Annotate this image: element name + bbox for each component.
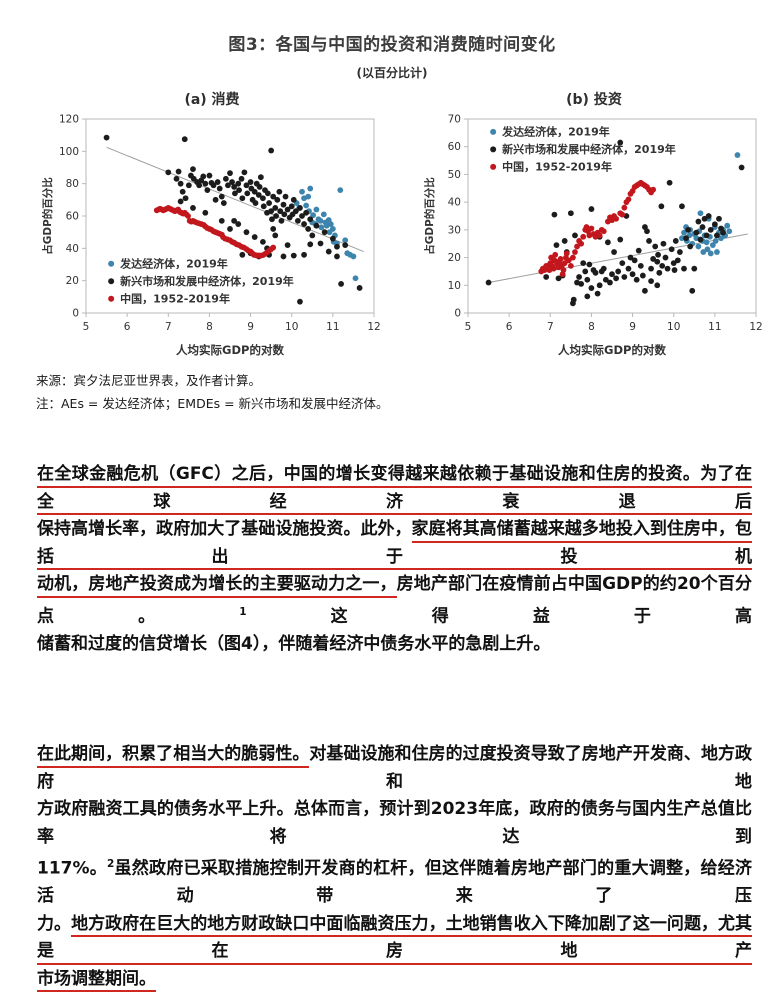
svg-text:30: 30 <box>448 224 461 236</box>
figure-block: 图3：各国与中国的投资和消费随时间变化 (以百分比计) (a) 消费 (b) 投… <box>0 0 784 415</box>
svg-text:9: 9 <box>247 321 254 333</box>
plot-frame <box>467 118 757 314</box>
svg-text:7: 7 <box>547 321 554 333</box>
svg-text:10: 10 <box>285 321 298 333</box>
svg-text:5: 5 <box>83 321 90 333</box>
svg-text:0: 0 <box>454 308 461 320</box>
investment-scatter-chart: 5 6 7 8 9 10 11 12 0 10 20 30 40 50 60 70 人均实际GDP的对数 占GDP… <box>422 111 766 359</box>
series-points <box>485 139 745 307</box>
y-axis-label: 占GDP的百分比 <box>423 177 436 255</box>
svg-text:10: 10 <box>667 321 680 333</box>
text-line: 动机，房地产投资成为增长的主要驱动力之一，房地产部门在疫情前占中国GDP的约20… <box>37 571 752 631</box>
text-segment: 117%。 <box>37 858 107 879</box>
svg-text:50: 50 <box>448 169 461 181</box>
paragraph-2: 在此期间，积累了相当大的脆弱性。对基础设施和住房的过度投资导致了房地产开发商、地… <box>37 741 753 993</box>
svg-text:12: 12 <box>749 321 762 333</box>
legend: 发达经济体，2019年新兴市场和发展中经济体，2019年中国，1952-2019… <box>108 256 294 305</box>
panel-titles-row: (a) 消费 (b) 投资 <box>0 89 784 109</box>
svg-text:7: 7 <box>165 321 172 333</box>
svg-text:60: 60 <box>448 141 461 153</box>
x-axis-label: 人均实际GDP的对数 <box>558 343 666 357</box>
text-line: 保持高增长率，政府加大了基础设施投资。此外，家庭将其高储蓄越来越多地投入到住房中… <box>37 516 753 571</box>
panel-a-title: (a) 消费 <box>184 92 240 108</box>
underlined-text: 地方政府在巨大的地方财政缺口中面临融资压力，土地销售收入下降加剧了这一问题，尤其… <box>37 913 753 965</box>
svg-text:11: 11 <box>326 321 339 333</box>
text-line: 市场调整期间。 <box>37 966 752 993</box>
underlined-text: 在全球金融危机（GFC）之后，中国的增长变得越来越依赖于基础设施和住房的投资。为… <box>37 464 752 515</box>
text-line: 117%。2虽然政府已采取措施控制开发商的杠杆，但这伴随着房地产部门的重大调整，… <box>37 851 752 911</box>
text-segment: 房地产部门在疫情前占中国GDP的约20个百分点。 <box>37 574 752 627</box>
legend-label: 中国，1952-2019年 <box>120 291 230 305</box>
scatter-plot-b: 5 6 7 8 9 10 11 12 0 10 20 30 40 50 60 70 人均实际GDP的对数 占GDP… <box>423 114 763 358</box>
svg-text:9: 9 <box>629 321 636 333</box>
text-line: 储蓄和过度的信贷增长（图4），伴随着经济中债务水平的急剧上升。 <box>37 631 752 659</box>
series-points <box>679 152 741 257</box>
legend-label: 中国，1952-2019年 <box>502 159 612 173</box>
svg-text:40: 40 <box>448 197 461 209</box>
svg-text:6: 6 <box>124 321 131 333</box>
legend-label: 新兴市场和发展中经济体，2019年 <box>120 274 294 288</box>
svg-text:20: 20 <box>66 275 79 287</box>
underlined-text: 市场调整期间。 <box>37 968 156 993</box>
text-segment: 这得益于高 <box>246 606 753 627</box>
svg-text:10: 10 <box>448 280 461 292</box>
svg-text:80: 80 <box>66 178 79 190</box>
charts-row: 5 6 7 8 9 10 11 12 0 20 40 60 80 100 120 人均实际GDP的对数 占GDP… <box>0 111 784 359</box>
svg-text:40: 40 <box>66 243 79 255</box>
consumption-scatter-chart: 5 6 7 8 9 10 11 12 0 20 40 60 80 100 120 人均实际GDP的对数 占GDP… <box>40 111 384 359</box>
underlined-text: 动机，房地产投资成为增长的主要驱动力之一， <box>37 574 397 598</box>
figure-notes: 来源：宾夕法尼亚世界表，及作者计算。 注：AEs = 发达经济体；EMDEs =… <box>0 369 784 415</box>
scatter-plot-a: 5 6 7 8 9 10 11 12020406080100120人均实际GDP的对数占GDP… <box>41 114 381 358</box>
svg-text:5: 5 <box>465 321 472 333</box>
abbrev-note: 注：AEs = 发达经济体；EMDEs = 新兴市场和发展中经济体。 <box>36 396 389 411</box>
legend-label: 发达经济体，2019年 <box>119 256 228 270</box>
text-segment: 方政府融资工具的债务水平上升。总体而言，预计到2023年底，政府的债务与国内生产… <box>37 799 752 847</box>
trend-line <box>106 146 364 253</box>
figure-subtitle: (以百分比计) <box>356 66 428 80</box>
figure-title: 图3：各国与中国的投资和消费随时间变化 <box>228 35 556 55</box>
series-points <box>153 205 277 259</box>
body-text: 在全球金融危机（GFC）之后，中国的增长变得越来越依赖于基础设施和住房的投资。为… <box>0 461 784 993</box>
svg-text:11: 11 <box>708 321 721 333</box>
series-points <box>103 134 363 305</box>
svg-text:60: 60 <box>66 211 79 223</box>
text-segment: 储蓄和过度的信贷增长（图4），伴随着经济中债务水平的急剧上升。 <box>37 633 551 654</box>
axes: 5 6 7 8 9 10 11 12020406080100120人均实际GDP的对数占GDP… <box>41 114 381 358</box>
text-line: 方政府融资工具的债务水平上升。总体而言，预计到2023年底，政府的债务与国内生产… <box>37 796 752 851</box>
text-segment: 力。 <box>37 913 72 934</box>
series-points <box>293 185 359 282</box>
footnote-marker: 2 <box>107 858 115 871</box>
legend-label: 发达经济体，2019年 <box>501 124 610 138</box>
svg-text:12: 12 <box>367 321 380 333</box>
svg-text:8: 8 <box>588 321 595 333</box>
svg-text:120: 120 <box>59 114 79 126</box>
panel-b-title: (b) 投资 <box>566 92 622 108</box>
svg-text:6: 6 <box>506 321 513 333</box>
underlined-text: 家庭将其高储蓄越来越多地投入到住房中，包括出于投机 <box>37 519 753 570</box>
footnote-marker: 1 <box>239 605 247 618</box>
svg-text:70: 70 <box>448 114 461 126</box>
text-segment: 对基础设施和住房的过度投资导致了房地产开发商、地方政府和地 <box>37 744 752 792</box>
y-axis-label: 占GDP的百分比 <box>41 177 54 255</box>
axes: 5 6 7 8 9 10 11 12 0 10 20 30 40 50 60 70 人均实际GDP的对数 占GDP… <box>423 114 763 358</box>
text-line: 在此期间，积累了相当大的脆弱性。对基础设施和住房的过度投资导致了房地产开发商、地… <box>37 741 752 796</box>
text-line: 在全球金融危机（GFC）之后，中国的增长变得越来越依赖于基础设施和住房的投资。为… <box>37 461 752 516</box>
text-segment: 保持高增长率，政府加大了基础设施投资。此外， <box>37 519 412 539</box>
x-axis-label: 人均实际GDP的对数 <box>176 343 284 357</box>
svg-text:0: 0 <box>72 308 79 320</box>
legend-label: 新兴市场和发展中经济体，2019年 <box>502 142 676 156</box>
series-points <box>538 179 657 278</box>
paragraph-1: 在全球金融危机（GFC）之后，中国的增长变得越来越依赖于基础设施和住房的投资。为… <box>37 461 753 659</box>
svg-text:8: 8 <box>206 321 213 333</box>
text-segment: 虽然政府已采取措施控制开发商的杠杆，但这伴随着房地产部门的重大调整，给经济活动带… <box>37 858 752 907</box>
svg-text:100: 100 <box>59 146 79 158</box>
svg-text:20: 20 <box>448 252 461 264</box>
source-note: 来源：宾夕法尼亚世界表，及作者计算。 <box>36 373 262 388</box>
legend: 发达经济体，2019年新兴市场和发展中经济体，2019年中国，1952-2019… <box>490 124 676 173</box>
underlined-text: 在此期间，积累了相当大的脆弱性。 <box>37 744 310 768</box>
text-line: 力。地方政府在巨大的地方财政缺口中面临融资压力，土地销售收入下降加剧了这一问题，… <box>37 911 753 966</box>
